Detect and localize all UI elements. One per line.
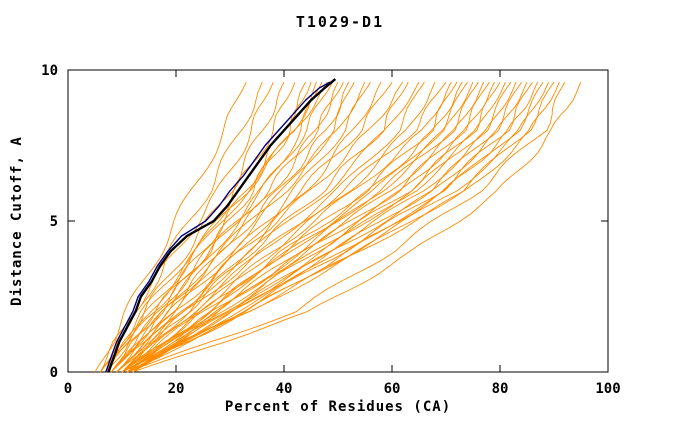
model-curve — [127, 81, 468, 373]
y-tick-label: 10 — [41, 63, 58, 79]
model-curve — [127, 81, 533, 373]
x-tick-label: 40 — [276, 381, 293, 397]
model-curve — [127, 81, 495, 373]
model-curve — [121, 81, 463, 373]
navy-model-curve — [105, 81, 331, 373]
model-curve — [127, 81, 566, 373]
model-curve — [121, 81, 506, 373]
model-curve — [121, 81, 522, 373]
y-axis-label: Distance Cutoff, A — [9, 136, 25, 306]
model-curve — [127, 81, 436, 373]
black-model-curve — [107, 78, 337, 373]
model-curve — [110, 81, 323, 373]
y-tick-label: 0 — [50, 365, 58, 381]
model-curve — [116, 81, 404, 373]
model-curve — [132, 81, 517, 373]
model-curve — [110, 81, 366, 373]
model-curve — [110, 81, 393, 373]
x-tick-label: 80 — [492, 381, 509, 397]
model-curve — [110, 81, 312, 373]
x-tick-label: 100 — [595, 381, 620, 397]
model-curve — [132, 81, 582, 373]
model-curve — [100, 81, 296, 373]
model-curve — [110, 81, 350, 373]
model-curve — [121, 81, 382, 373]
model-curve — [121, 81, 560, 373]
model-curve — [132, 81, 528, 373]
model-curve — [127, 81, 512, 373]
model-curve — [127, 81, 485, 373]
model-curve — [116, 81, 371, 373]
y-tick-label: 5 — [50, 214, 58, 230]
model-curve — [127, 81, 555, 373]
model-curve — [132, 81, 544, 373]
model-curve — [105, 81, 344, 373]
model-curve — [116, 81, 339, 373]
model-curve — [110, 81, 334, 373]
x-tick-label: 20 — [168, 381, 185, 397]
model-curve — [100, 81, 328, 373]
x-axis-label: Percent of Residues (CA) — [224, 399, 452, 415]
x-tick-label: 60 — [384, 381, 401, 397]
model-curve — [121, 81, 409, 373]
model-curve — [116, 81, 447, 373]
x-tick-label: 0 — [64, 381, 72, 397]
model-curve — [94, 81, 247, 373]
model-curve — [121, 81, 452, 373]
chart-title: T1029-D1 — [295, 13, 385, 31]
model-curve — [116, 81, 420, 373]
